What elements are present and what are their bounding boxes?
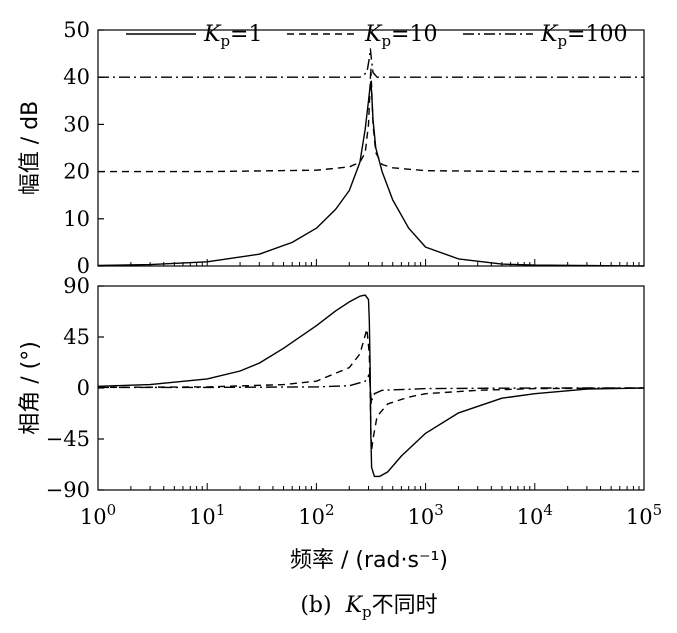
y-tick-label: 90 [63, 274, 90, 298]
magnitude-y-axis-label: 幅值 / dB [18, 101, 43, 195]
legend-sub: p [381, 32, 391, 50]
legend-value: =10 [391, 22, 437, 47]
x-tick-exp: 5 [653, 501, 663, 519]
y-tick-label: 30 [63, 112, 90, 136]
x-tick-base: 10 [298, 505, 325, 529]
x-tick-exp: 1 [216, 501, 226, 519]
caption-sub: p [362, 603, 372, 621]
legend-value: =1 [230, 22, 262, 47]
x-tick-base: 10 [407, 505, 434, 529]
caption-prefix: (b) [300, 593, 345, 618]
x-tick-label: 102 [298, 501, 334, 529]
phase-series [97, 294, 645, 478]
x-axis-label: 频率 / (rad·s⁻¹) [290, 548, 448, 573]
phase-y-ticks: 90 45 0 −45 −90 [46, 274, 645, 502]
phase-y-axis-label: 相角 / (°) [18, 341, 43, 435]
caption-suffix: 不同时 [372, 593, 438, 618]
y-tick-label: 45 [63, 325, 90, 349]
legend-sub: p [557, 32, 567, 50]
y-tick-label: −90 [46, 478, 90, 502]
y-tick-label: −45 [46, 427, 90, 451]
magnitude-series [97, 48, 645, 267]
magnitude-plot-frame [97, 29, 645, 267]
legend-sub: p [220, 32, 230, 50]
legend-k: K [364, 22, 383, 47]
figure-caption: (b) Kp不同时 [300, 593, 437, 621]
y-tick-label: 0 [77, 376, 90, 400]
y-tick-label: 10 [63, 207, 90, 231]
x-tick-label: 101 [189, 501, 225, 529]
x-tick-exp: 3 [434, 501, 444, 519]
series-dashdot [98, 48, 644, 78]
legend-k: K [540, 22, 559, 47]
x-tick-base: 10 [517, 505, 544, 529]
phase-panel: 90 45 0 −45 −90 相角 / (°) [18, 274, 645, 502]
x-tick-exp: 2 [325, 501, 335, 519]
x-tick-base: 10 [80, 505, 107, 529]
legend-entry: Kp=100 [540, 22, 627, 50]
series-dashdot [98, 373, 644, 405]
series-solid [97, 81, 645, 267]
y-tick-label: 50 [63, 18, 90, 42]
x-tick-label: 103 [407, 501, 443, 529]
series-dashed [98, 67, 644, 173]
y-tick-label: 40 [63, 65, 90, 89]
series-dashed [97, 328, 645, 451]
caption-k: K [345, 593, 364, 618]
series-solid [97, 294, 645, 478]
x-tick-base: 10 [189, 505, 216, 529]
x-tick-label: 105 [626, 501, 662, 529]
legend-entry: Kp=1 [203, 22, 262, 50]
x-tick-label: 100 [80, 501, 116, 529]
legend: Kp=1 Kp=10 Kp=100 [126, 22, 627, 50]
x-tick-exp: 0 [107, 501, 117, 519]
legend-k: K [203, 22, 222, 47]
x-tick-exp: 4 [543, 501, 553, 519]
y-tick-label: 20 [63, 160, 90, 184]
magnitude-y-ticks: 0 10 20 30 40 50 [63, 18, 645, 278]
legend-entry: Kp=10 [364, 22, 437, 50]
legend-value: =100 [567, 22, 627, 47]
x-axis-ticks: 100 101 102 103 104 105 [80, 501, 662, 529]
x-tick-label: 104 [517, 501, 553, 529]
x-tick-base: 10 [626, 505, 653, 529]
y-tick-label: 0 [77, 254, 90, 278]
